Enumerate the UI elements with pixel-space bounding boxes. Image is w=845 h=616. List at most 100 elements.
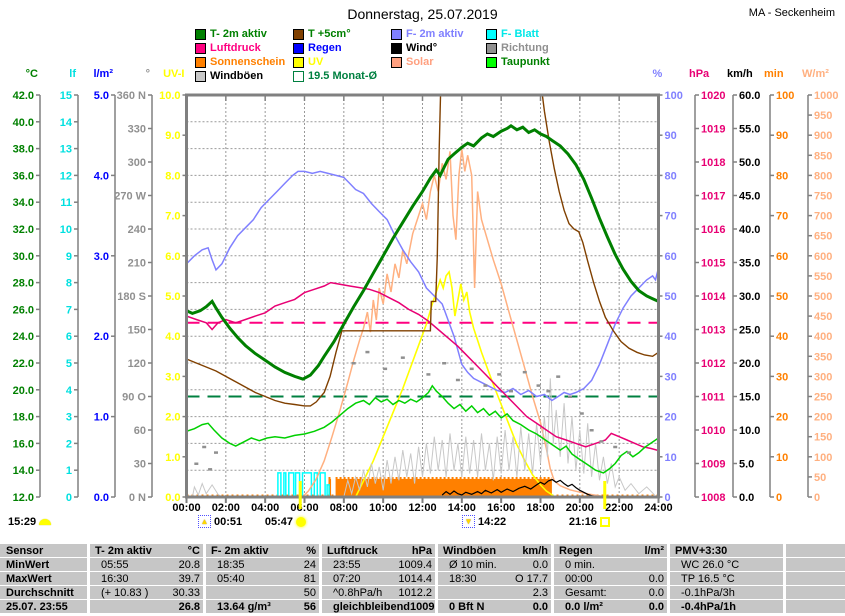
axis-tick-label: min (764, 68, 784, 80)
cell-time: gleichbleibend (333, 600, 411, 613)
axis-tick-label: 22:00 (605, 502, 633, 514)
column-unit: hPa (411, 544, 432, 557)
series-luftdruck (186, 281, 659, 451)
axis-Wm: W/m²100095090085080075070065060055050045… (802, 68, 838, 504)
axis-°: °360 N 330 300 270 W 240 210 180 S 150 120 90 O 60… (114, 68, 153, 504)
axis-tick-label: lf (69, 68, 76, 80)
axis-tick-label: 100 (776, 90, 794, 102)
legend-item-luftdruck: Luftdruck (195, 42, 261, 54)
legend-label: T +5cm° (308, 28, 351, 40)
legend-label: Richtung (501, 42, 549, 54)
cell-time: 00:00 (565, 572, 593, 585)
axis-tick-label: 2.0 (94, 331, 109, 343)
axis-tick-label: 120 (128, 358, 146, 370)
cell-time: WC 26.0 °C (681, 558, 740, 571)
cell-value: 50 (303, 586, 316, 599)
axis-tick-label: 50.0 (739, 157, 760, 169)
legend-label: F- Blatt (501, 28, 539, 40)
axis-tick-label: 0.0 (165, 492, 180, 504)
column-name: F- 2m aktiv (211, 544, 269, 557)
axis-tick-label: 55.0 (739, 124, 760, 136)
axis-tick-label: 08:00 (330, 502, 358, 514)
axis-tick-label: 60 (134, 425, 146, 437)
axis-tick-label: 5 (66, 358, 72, 370)
column-unit: °C (187, 544, 200, 557)
grid (186, 95, 659, 497)
moonset-time: 14:22 (478, 515, 507, 528)
axis-tick-label: 0 (814, 492, 820, 504)
axis-tick-label: 100 (814, 452, 832, 464)
axis-tick-label: 150 (814, 432, 832, 444)
axis-tick-label: 7.0 (165, 211, 180, 223)
day-length-sun-icon (39, 519, 52, 525)
cell-value: 0.0 (648, 572, 664, 585)
column-name: Regen (559, 544, 593, 557)
axis-tick-label: 360 N (117, 90, 146, 102)
cell-value: 56 (303, 600, 316, 613)
legend-swatch (486, 56, 497, 68)
axis-tick-label: 750 (814, 191, 832, 203)
cell-value: 1012.2 (398, 586, 432, 599)
axis-lm: l/m² 5.0 4.0 3.0 2.0 1.0 0.0 (93, 68, 116, 504)
axis-tick-label: 270 W (114, 191, 146, 203)
axis-tick-label: 36.0 (13, 170, 34, 182)
legend-swatch (391, 42, 402, 54)
axis-tick-label: 300 (128, 157, 146, 169)
axis-tick-label: 10 (776, 452, 788, 464)
axis-tick-label: 40 (665, 331, 677, 343)
axis-tick-label: 1 (66, 465, 72, 477)
axis-tick-label: 06:00 (290, 502, 318, 514)
axis-tick-label: 0 (66, 492, 72, 504)
series-f-2m-aktiv (186, 170, 659, 402)
cell-time: -0.1hPa/3h (681, 586, 735, 599)
axis-tick-label: 30 (665, 371, 677, 383)
sunrise-sun-icon (296, 517, 306, 527)
axis-tick-label: 40.0 (13, 117, 34, 129)
table-cell: 00:00 0.0 (554, 572, 667, 585)
table-cell: 50 (206, 586, 319, 599)
series-wind (441, 478, 600, 498)
legend-label: Wind° (406, 42, 438, 54)
table-header-pmv+3:30: PMV+3:30 (670, 544, 783, 557)
cell-value: 1014.4 (398, 572, 432, 585)
axis-tick-label: 100 (665, 90, 683, 102)
axis-tick-label: 500 (814, 291, 832, 303)
axis-tick-label: 250 (814, 392, 832, 404)
legend-item-solar: Solar (391, 56, 434, 68)
axis-tick-label: 1015 (701, 258, 725, 270)
axis-tick-label: 30.0 (739, 291, 760, 303)
axis-tick-label: 04:00 (251, 502, 279, 514)
moonset-icon: ▼ (462, 515, 475, 528)
table-cell: 05:40 81 (206, 572, 319, 585)
axis-tick-label: 20.0 (13, 385, 34, 397)
axis-tick-label: 1018 (701, 157, 725, 169)
sunset-marker: 21:16 (552, 516, 610, 528)
axis-tick-label: 1013 (701, 325, 725, 337)
table-cell: Ø 10 min. 0.0 (438, 558, 551, 571)
axis-tick-label: 0.0 (94, 492, 109, 504)
axis-tick-label: 1014 (701, 291, 726, 303)
cell-time: -0.4hPa/1h (681, 600, 737, 613)
axis-tick-label: l/m² (93, 68, 113, 80)
sunrise-time: 05:47 (264, 516, 293, 528)
table-cell: 26.8 (90, 600, 203, 613)
axis-tick-label: 11 (60, 197, 72, 209)
table-row-label: 25.07. 23:55 (0, 600, 87, 613)
axis-tick-label: 1020 (701, 90, 725, 102)
legend-label: UV (308, 56, 324, 68)
table-header-f-2m-aktiv: F- 2m aktiv% (206, 544, 319, 557)
axis-tick-label: 1012 (701, 358, 725, 370)
axis-tick-label: 0.0 (739, 492, 754, 504)
axis-tick-label: 45.0 (739, 191, 760, 203)
cell-value: 0.0 (532, 558, 548, 571)
axis-tick-label: 210 (128, 258, 146, 270)
legend-label: 19.5 Monat-Ø (308, 70, 378, 82)
legend-item-t-2m-aktiv: T- 2m aktiv (195, 28, 267, 40)
column-name: Luftdruck (327, 544, 378, 557)
moonset-marker: ▼ 14:22 (462, 515, 506, 528)
cell-value: 30.33 (172, 586, 200, 599)
axis-tick-label: 0 N (129, 492, 146, 504)
axis-tick-label: 1016 (701, 224, 725, 236)
